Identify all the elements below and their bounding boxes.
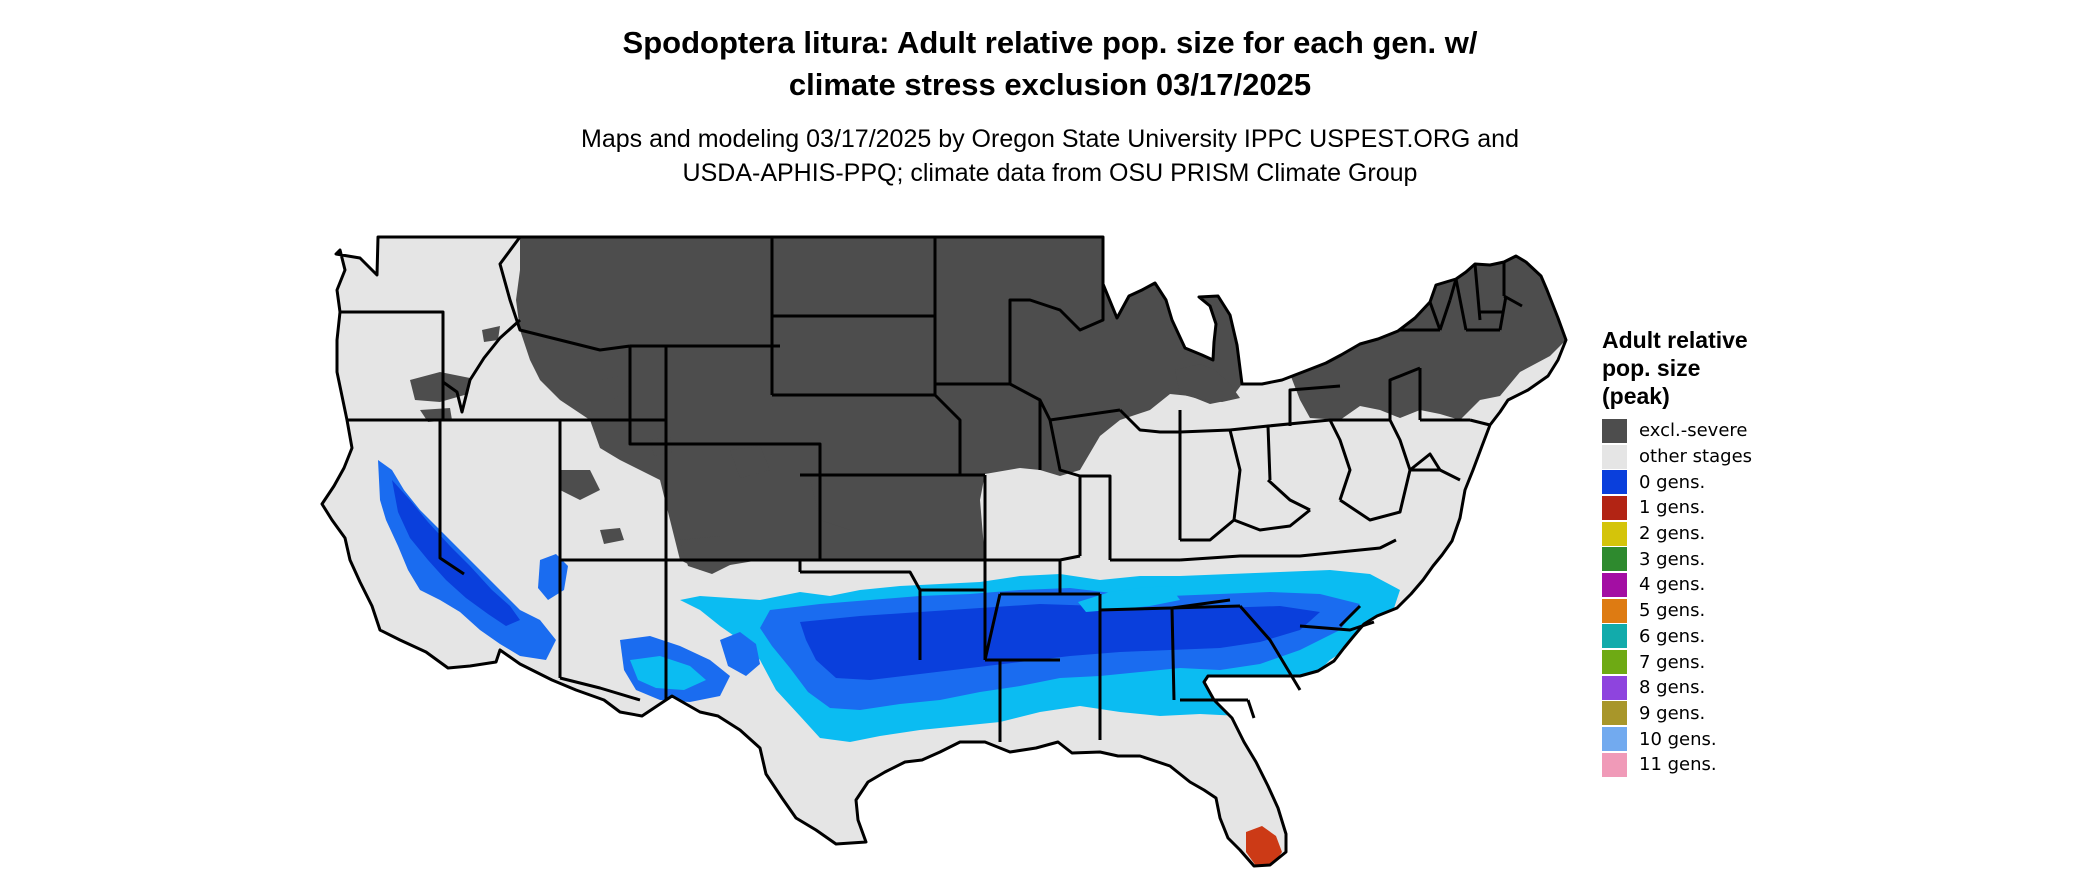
legend-item-label: 0 gens. — [1639, 471, 1706, 493]
legend-item-label: 10 gens. — [1639, 728, 1717, 750]
excluded-zones — [410, 237, 1566, 574]
map-title-line-1: Spodoptera litura: Adult relative pop. s… — [622, 25, 1478, 60]
legend-item: 7 gens. — [1602, 649, 1752, 675]
map-title: Spodoptera litura: Adult relative pop. s… — [0, 22, 2100, 106]
legend-swatch — [1602, 675, 1627, 700]
legend-item: 5 gens. — [1602, 598, 1752, 624]
legend-swatch — [1602, 444, 1627, 469]
legend: Adult relative pop. size (peak) excl.-se… — [1602, 326, 1752, 778]
state-borders — [340, 236, 1523, 742]
legend-item: other stages — [1602, 444, 1752, 470]
legend-item-label: 1 gens. — [1639, 497, 1706, 519]
legend-title: Adult relative pop. size (peak) — [1602, 326, 1752, 410]
legend-swatch — [1602, 752, 1627, 777]
legend-title-line: pop. size — [1602, 355, 1701, 381]
legend-item: 10 gens. — [1602, 726, 1752, 752]
legend-swatch — [1602, 521, 1627, 546]
legend-item: 3 gens. — [1602, 546, 1752, 572]
legend-swatch — [1602, 727, 1627, 752]
legend-item: 0 gens. — [1602, 469, 1752, 495]
legend-swatch — [1602, 598, 1627, 623]
legend-item: 1 gens. — [1602, 495, 1752, 521]
title-block: Spodoptera litura: Adult relative pop. s… — [0, 22, 2100, 190]
one-gen-zone — [1246, 826, 1282, 866]
legend-item: 4 gens. — [1602, 572, 1752, 598]
legend-item-label: other stages — [1639, 446, 1753, 468]
legend-swatch — [1602, 650, 1627, 675]
map-subtitle: Maps and modeling 03/17/2025 by Oregon S… — [0, 122, 2100, 190]
map-subtitle-line-2: USDA-APHIS-PPQ; climate data from OSU PR… — [682, 159, 1418, 187]
legend-item-label: 2 gens. — [1639, 523, 1706, 545]
legend-item: 2 gens. — [1602, 521, 1752, 547]
legend-item-label: 6 gens. — [1639, 625, 1706, 647]
legend-items: excl.-severe other stages 0 gens. 1 gens. 2 … — [1602, 418, 1752, 778]
legend-item: 6 gens. — [1602, 624, 1752, 650]
legend-item-label: excl.-severe — [1639, 420, 1748, 442]
legend-swatch — [1602, 418, 1627, 443]
legend-item-label: 5 gens. — [1639, 600, 1706, 622]
legend-item: 11 gens. — [1602, 752, 1752, 778]
legend-item: 9 gens. — [1602, 701, 1752, 727]
legend-swatch — [1602, 624, 1627, 649]
legend-item-label: 9 gens. — [1639, 702, 1706, 724]
legend-swatch — [1602, 495, 1627, 520]
legend-swatch — [1602, 470, 1627, 495]
legend-item-label: 8 gens. — [1639, 677, 1706, 699]
legend-item: 8 gens. — [1602, 675, 1752, 701]
map-title-line-2: climate stress exclusion 03/17/2025 — [788, 67, 1312, 102]
legend-item-label: 3 gens. — [1639, 548, 1706, 570]
legend-item-label: 7 gens. — [1639, 651, 1706, 673]
legend-item-label: 4 gens. — [1639, 574, 1706, 596]
legend-swatch — [1602, 701, 1627, 726]
legend-swatch — [1602, 572, 1627, 597]
zero-gens-zone — [378, 460, 1400, 742]
legend-title-line: (peak) — [1602, 383, 1670, 409]
legend-item-label: 11 gens. — [1639, 754, 1717, 776]
map-subtitle-line-1: Maps and modeling 03/17/2025 by Oregon S… — [581, 125, 1519, 153]
legend-item: excl.-severe — [1602, 418, 1752, 444]
legend-title-line: Adult relative — [1602, 327, 1748, 353]
legend-swatch — [1602, 547, 1627, 572]
